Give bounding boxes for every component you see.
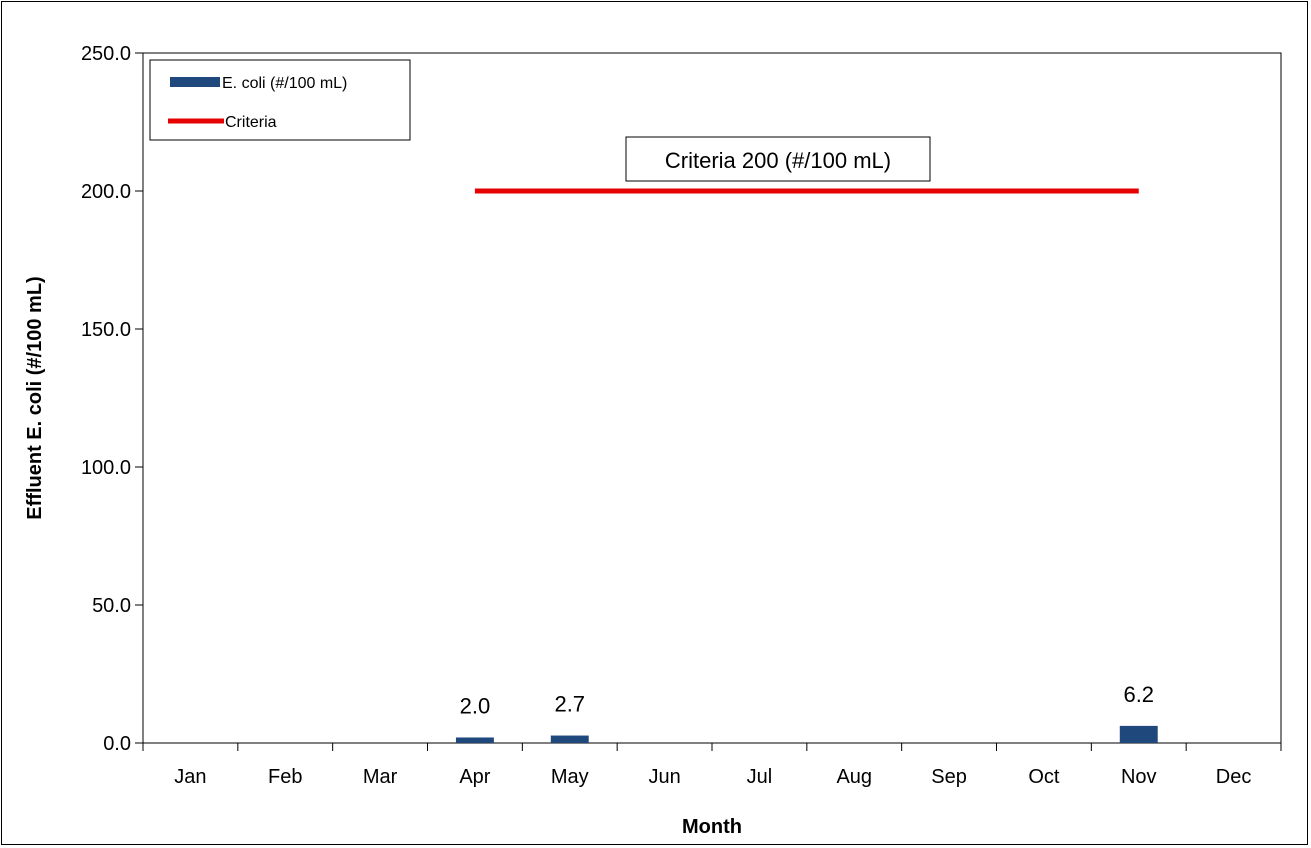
criteria-annotation-text: Criteria 200 (#/100 mL)	[665, 148, 891, 173]
y-axis-title: Effluent E. coli (#/100 mL)	[24, 276, 46, 519]
x-axis-title: Month	[682, 816, 742, 838]
legend-label-ecoli: E. coli (#/100 mL)	[222, 75, 347, 92]
y-axis: 0.0 50.0 100.0 150.0 200.0 250.0	[81, 43, 143, 755]
criteria-annotation: Criteria 200 (#/100 mL)	[625, 136, 931, 182]
y-tick-label: 150.0	[81, 319, 131, 341]
y-tick-label: 250.0	[81, 43, 131, 65]
legend-swatch-bar	[170, 77, 220, 87]
data-label: 2.7	[554, 692, 585, 717]
bar-series	[455, 725, 1158, 743]
y-tick-label: 50.0	[92, 595, 131, 617]
x-tick-label: Apr	[459, 766, 490, 788]
bar	[550, 735, 589, 743]
bar	[455, 737, 494, 743]
x-tick-label: Oct	[1028, 766, 1060, 788]
x-tick-label: Aug	[836, 766, 872, 788]
legend-label-criteria: Criteria	[225, 114, 277, 131]
x-tick-label: Jul	[747, 766, 773, 788]
legend-box	[149, 59, 411, 141]
y-tick-label: 100.0	[81, 457, 131, 479]
x-tick-label: Sep	[931, 766, 967, 788]
x-tick-label: Nov	[1121, 766, 1157, 788]
bar	[1119, 725, 1158, 743]
data-label: 6.2	[1123, 682, 1154, 707]
y-tick-label: 200.0	[81, 181, 131, 203]
y-tick-label: 0.0	[103, 733, 131, 755]
x-tick-label: Feb	[268, 766, 302, 788]
x-tick-label: May	[551, 766, 589, 788]
x-tick-label: Mar	[363, 766, 398, 788]
data-labels: 2.0 2.7 6.2	[460, 682, 1154, 719]
x-tick-label: Jan	[174, 766, 206, 788]
legend: E. coli (#/100 mL) Criteria	[149, 59, 411, 141]
x-axis: Jan Feb Mar Apr May Jun Jul Aug Sep Oct Nov Dec	[142, 743, 1282, 788]
data-label: 2.0	[460, 693, 491, 718]
x-tick-label: Dec	[1216, 766, 1252, 788]
x-tick-label: Jun	[648, 766, 680, 788]
criteria-annotation-box	[625, 136, 931, 182]
